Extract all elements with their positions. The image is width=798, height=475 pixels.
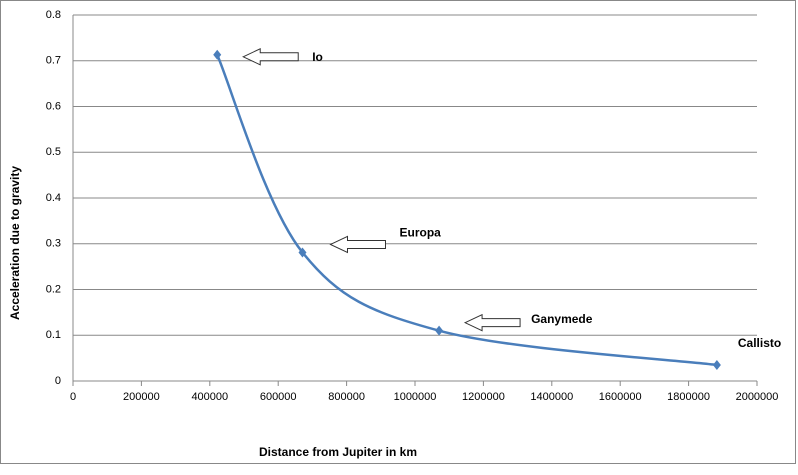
x-tick-label: 1800000 [667, 391, 710, 403]
y-tick-label: 0.6 [46, 100, 61, 112]
data-point [213, 49, 222, 60]
point-label: Europa [399, 226, 441, 240]
y-axis-title: Acceleration due to gravity [8, 166, 22, 320]
y-tick-label: 0.8 [46, 9, 61, 21]
y-tick-label: 0.2 [46, 283, 61, 295]
point-label: Callisto [738, 336, 781, 350]
x-axis-title: Distance from Jupiter in km [259, 445, 417, 459]
callout-arrow [329, 235, 386, 254]
chart-border [0, 0, 796, 464]
x-tick-label: 1000000 [394, 391, 437, 403]
x-tick-label: 1600000 [599, 391, 642, 403]
x-tick-label: 2000000 [736, 391, 779, 403]
callout-arrow [242, 48, 299, 66]
callout-arrow [463, 313, 521, 332]
x-tick-label: 1400000 [530, 391, 573, 403]
x-tick-label: 200000 [123, 391, 160, 403]
point-label: Io [312, 50, 323, 64]
y-tick-label: 0.4 [46, 192, 61, 204]
data-point [435, 325, 444, 336]
point-label: Ganymede [531, 312, 593, 326]
x-tick-label: 1200000 [462, 391, 505, 403]
y-tick-label: 0.3 [46, 238, 61, 250]
x-tick-label: 400000 [191, 391, 228, 403]
x-tick-label: 600000 [260, 391, 297, 403]
data-point [298, 247, 307, 258]
y-tick-label: 0 [55, 375, 61, 387]
x-tick-label: 800000 [328, 391, 365, 403]
x-tick-label: 0 [70, 391, 76, 403]
y-tick-label: 0.1 [46, 329, 61, 341]
y-tick-label: 0.5 [46, 146, 61, 158]
series-line [216, 54, 718, 367]
y-tick-label: 0.7 [46, 55, 61, 67]
data-point [712, 359, 721, 370]
